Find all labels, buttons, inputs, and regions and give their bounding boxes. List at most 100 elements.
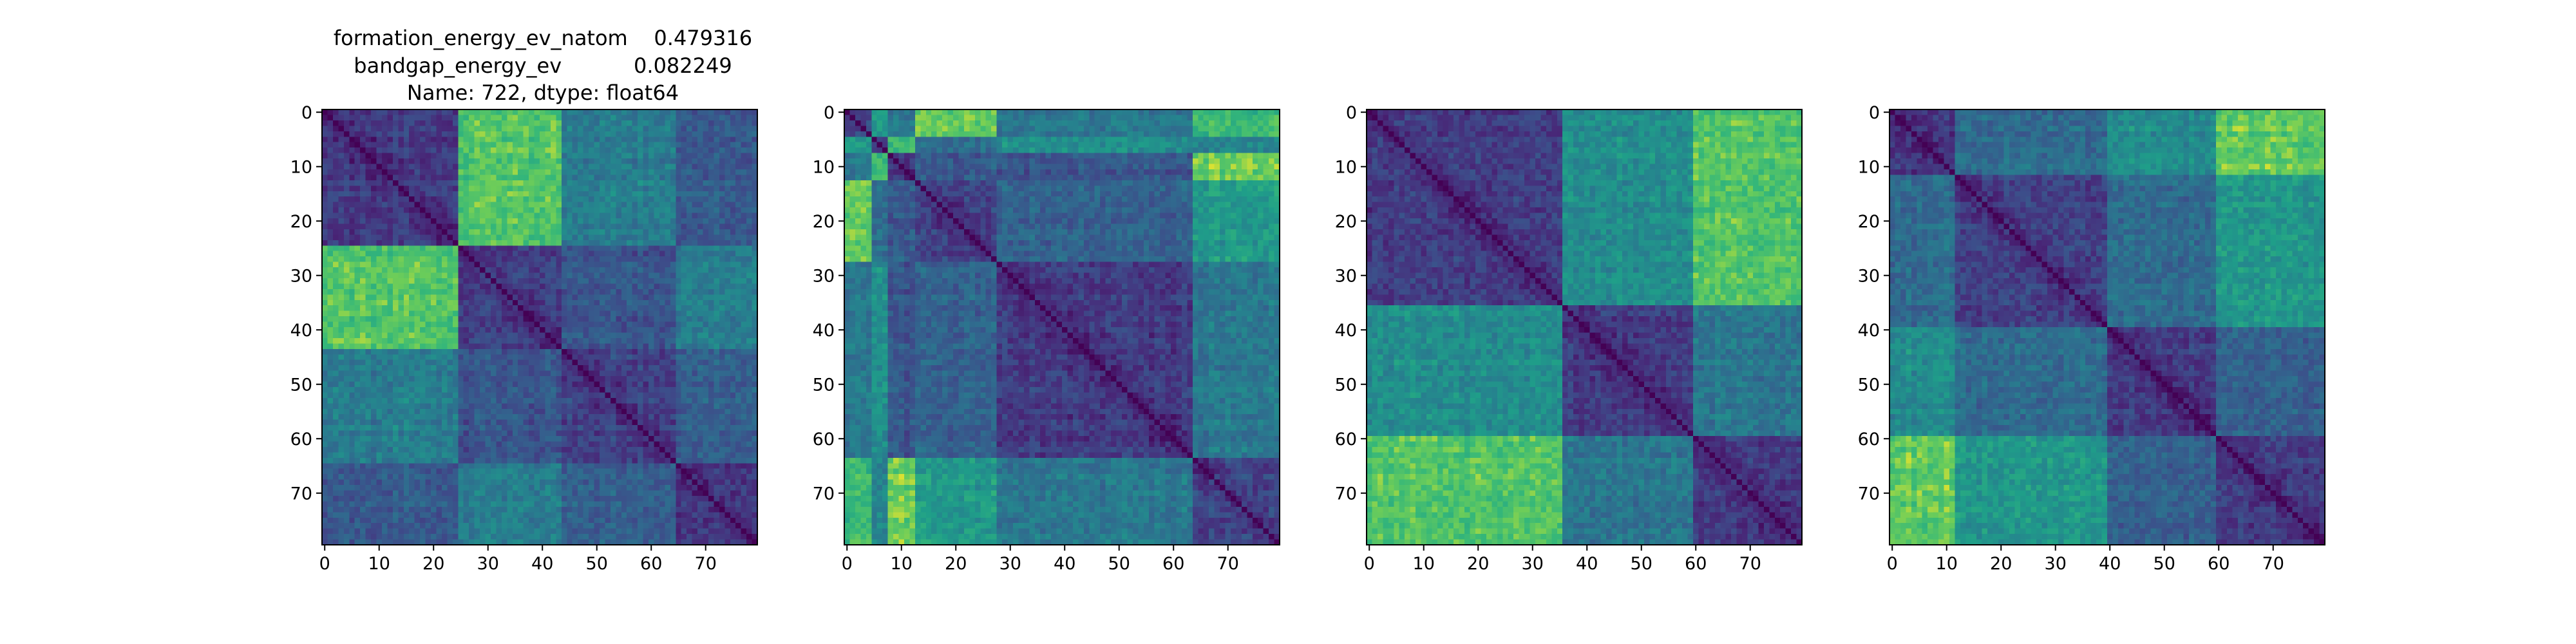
heatmap-cell	[752, 414, 758, 421]
heatmap-cell	[659, 180, 665, 186]
heatmap-cell	[496, 142, 502, 148]
heatmap-cell	[583, 137, 589, 143]
title-line-2: bandgap_energy_ev 0.082249	[354, 53, 732, 78]
heatmap-cell	[529, 310, 535, 317]
heatmap-cell	[452, 278, 459, 284]
heatmap-cell	[724, 419, 731, 426]
heatmap-cell	[599, 316, 605, 323]
heatmap-cell	[550, 261, 556, 268]
heatmap-cell	[534, 403, 540, 410]
heatmap-cell	[436, 131, 442, 137]
heatmap-cell	[414, 218, 421, 225]
heatmap-cell	[332, 446, 339, 453]
heatmap-cell	[420, 425, 426, 431]
heatmap-cell	[332, 392, 339, 399]
heatmap-cell	[376, 137, 383, 143]
heatmap-cell	[719, 207, 725, 214]
heatmap-cell	[365, 419, 372, 426]
heatmap-cell	[589, 256, 595, 263]
heatmap-cell	[594, 376, 600, 383]
heatmap-cell	[741, 289, 747, 295]
heatmap-cell	[643, 441, 649, 448]
heatmap-cell	[376, 223, 383, 230]
heatmap-cell	[687, 414, 693, 421]
heatmap-cell	[365, 229, 372, 235]
heatmap-cell	[534, 376, 540, 383]
heatmap-cell	[327, 294, 334, 301]
heatmap-cell	[572, 142, 578, 148]
heatmap-cell	[649, 261, 655, 268]
heatmap-cell	[409, 147, 415, 154]
heatmap-cell	[458, 137, 464, 143]
heatmap-cell	[398, 191, 404, 197]
heatmap-cell	[714, 142, 720, 148]
heatmap-cell	[398, 213, 404, 219]
heatmap-cell	[741, 213, 747, 219]
heatmap-cell	[376, 289, 383, 295]
heatmap-cell	[436, 343, 442, 350]
heatmap-cell	[752, 169, 758, 175]
heatmap-cell	[512, 229, 518, 235]
heatmap-cell	[354, 261, 361, 268]
heatmap-cell	[741, 359, 747, 366]
heatmap-cell	[638, 115, 644, 121]
heatmap-cell	[371, 376, 377, 383]
heatmap-cell	[327, 310, 334, 317]
heatmap-cell	[540, 408, 546, 415]
heatmap-cell	[578, 234, 584, 241]
heatmap-cell	[392, 386, 399, 393]
heatmap-cell	[441, 278, 448, 284]
title-line-1: formation_energy_ev_natom 0.479316	[334, 26, 752, 50]
heatmap-cell	[567, 131, 573, 137]
heatmap-cell	[463, 245, 469, 252]
heatmap-cell	[730, 397, 736, 404]
heatmap-cell	[452, 425, 459, 431]
heatmap-cell	[567, 158, 573, 165]
heatmap-cell	[638, 278, 644, 284]
heatmap-cell	[659, 267, 665, 274]
heatmap-cell	[518, 120, 524, 126]
heatmap-cell	[469, 191, 475, 197]
heatmap-cell	[681, 283, 687, 290]
heatmap-cell	[550, 164, 556, 170]
heatmap-cell	[540, 343, 546, 350]
heatmap-cell	[381, 153, 388, 159]
heatmap-cell	[649, 365, 655, 372]
heatmap-cell	[741, 354, 747, 361]
heatmap-cell	[610, 272, 616, 279]
heatmap-cell	[490, 202, 497, 208]
heatmap-cell	[431, 414, 437, 421]
heatmap-cell	[697, 381, 704, 388]
heatmap-cell	[714, 332, 720, 339]
heatmap-cell	[692, 403, 698, 410]
heatmap-cell	[649, 370, 655, 377]
heatmap-cell	[403, 131, 410, 137]
heatmap-cell	[349, 419, 355, 426]
heatmap-cell	[485, 299, 491, 306]
heatmap-cell	[746, 283, 753, 290]
heatmap-cell	[349, 115, 355, 121]
heatmap-cell	[485, 327, 491, 334]
heatmap-cell	[447, 175, 453, 181]
heatmap-cell	[730, 289, 736, 295]
heatmap-cell	[458, 196, 464, 203]
heatmap-cell	[589, 137, 595, 143]
heatmap-cell	[687, 354, 693, 361]
heatmap-cell	[425, 115, 431, 121]
heatmap-cell	[621, 261, 627, 268]
heatmap-cell	[360, 267, 366, 274]
heatmap-cell	[556, 397, 562, 404]
heatmap-cell	[322, 354, 328, 361]
heatmap-cell	[376, 267, 383, 274]
heatmap-cell	[594, 414, 600, 421]
heatmap-cell	[735, 332, 742, 339]
heatmap-cell	[610, 120, 616, 126]
heatmap-cell	[458, 414, 464, 421]
heatmap-cell	[714, 289, 720, 295]
heatmap-cell	[381, 251, 388, 257]
heatmap-cell	[556, 234, 562, 241]
heatmap-cell	[687, 376, 693, 383]
heatmap-cell	[496, 180, 502, 186]
heatmap-cell	[659, 191, 665, 197]
heatmap-cell	[441, 147, 448, 154]
